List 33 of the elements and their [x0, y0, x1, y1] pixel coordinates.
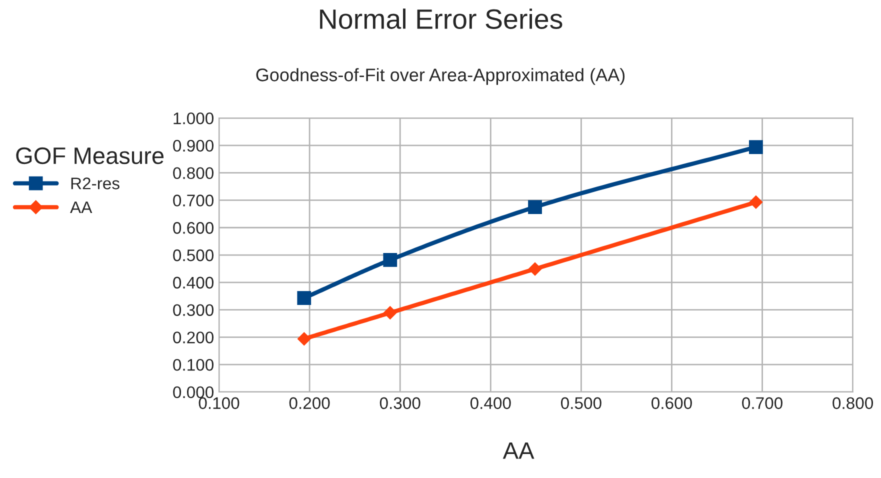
point: [528, 262, 542, 276]
chart-title: Normal Error Series: [320, 8, 562, 29]
x-tick-label: 0.500: [560, 397, 602, 410]
point: [383, 306, 398, 320]
legend-title: GOF Measure: [16, 147, 164, 164]
x-tick-label: 0.800: [832, 397, 874, 410]
y-tick-label: 0.900: [173, 140, 214, 152]
chart-subtitle: Goodness-of-Fit over Area-Approximated (AA): [256, 68, 625, 85]
x-tick-label: 0.300: [380, 397, 420, 410]
x-tick-label: 0.200: [289, 397, 330, 410]
y-tick-label: 0.500: [173, 249, 214, 262]
x-tick-label: 0.600: [652, 397, 692, 410]
x-tick-label: 0.100: [198, 397, 240, 410]
y-tick-label: 0.300: [173, 304, 214, 316]
point: [383, 253, 398, 267]
legend-label: AA: [70, 202, 92, 214]
point: [297, 291, 312, 305]
y-tick-label: 0.400: [173, 276, 214, 289]
x-axis-title: AA: [502, 442, 534, 459]
y-tick-label: 0.600: [173, 222, 214, 234]
y-tick-label: 0.100: [173, 358, 214, 371]
point: [297, 332, 311, 346]
y-tick-label: 0.200: [173, 332, 214, 344]
point: [528, 200, 542, 214]
y-tick-label: 0.700: [173, 194, 214, 206]
x-tick-label: 0.700: [742, 397, 782, 410]
y-tick-label: 0.800: [173, 167, 214, 180]
y-tick-label: 0.000: [173, 386, 214, 398]
point: [749, 195, 763, 210]
x-tick-label: 0.400: [470, 397, 511, 410]
point: [748, 140, 763, 154]
legend-label: R2-res: [71, 178, 120, 190]
y-tick-label: 1.000: [174, 112, 214, 124]
